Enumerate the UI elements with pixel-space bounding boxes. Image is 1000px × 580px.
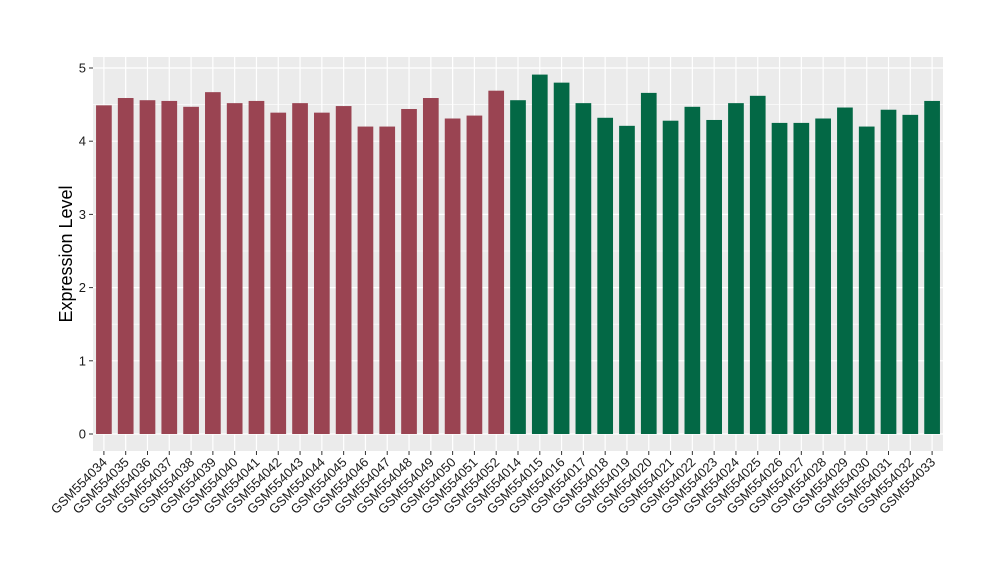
y-tick-label: 5 <box>79 61 86 76</box>
bar <box>488 90 505 434</box>
y-tick-label: 3 <box>79 207 86 222</box>
bar <box>161 100 178 434</box>
bar <box>510 100 526 434</box>
y-tick-label: 2 <box>79 280 86 295</box>
bar <box>640 92 657 434</box>
bar <box>96 105 112 434</box>
bar <box>597 117 614 434</box>
bar <box>401 108 417 434</box>
bar <box>706 119 722 435</box>
y-axis-title: Expression Level <box>56 185 76 322</box>
bar <box>466 115 483 434</box>
bar <box>858 126 875 434</box>
bar <box>880 109 897 434</box>
bar <box>837 107 853 434</box>
x-axis: GSM554034GSM554035GSM554036GSM554037GSM5… <box>48 451 938 517</box>
bar <box>270 112 287 434</box>
bar <box>619 125 635 434</box>
bar <box>422 98 439 435</box>
bar <box>662 120 679 434</box>
bar <box>444 118 461 435</box>
bar <box>575 103 592 435</box>
bar <box>684 106 701 435</box>
bar <box>749 95 766 434</box>
bar <box>117 98 134 435</box>
bar <box>226 103 243 435</box>
bar <box>902 114 919 435</box>
bar <box>139 100 156 434</box>
bar <box>205 92 221 434</box>
bar <box>379 126 396 434</box>
bar <box>728 103 744 435</box>
bar <box>292 103 308 435</box>
bar <box>248 100 265 434</box>
bar <box>924 100 940 434</box>
bar <box>771 122 788 435</box>
bars <box>96 74 940 435</box>
bar <box>183 106 199 435</box>
bar <box>335 106 352 435</box>
bar <box>357 126 374 434</box>
bar <box>314 112 330 434</box>
y-tick-label: 1 <box>79 353 86 368</box>
bar <box>553 82 570 434</box>
bar <box>531 74 548 434</box>
y-tick-label: 4 <box>79 134 86 149</box>
y-axis: 0 1 2 3 4 5 <box>79 61 93 442</box>
bar <box>815 118 831 435</box>
y-tick-label: 0 <box>79 427 86 442</box>
bar <box>793 122 810 435</box>
